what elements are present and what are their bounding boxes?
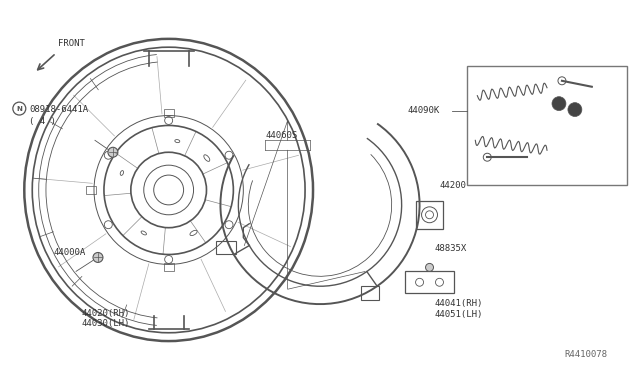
Circle shape — [164, 256, 173, 263]
Bar — [467, 66, 627, 185]
Circle shape — [104, 221, 112, 229]
Circle shape — [552, 97, 566, 110]
Bar — [415, 201, 444, 229]
Text: 44041(RH)
44051(LH): 44041(RH) 44051(LH) — [435, 299, 483, 318]
Bar — [164, 109, 173, 116]
Bar — [404, 271, 454, 293]
Text: 44200: 44200 — [440, 181, 467, 190]
Circle shape — [225, 151, 233, 159]
Circle shape — [568, 103, 582, 116]
Text: 44090K: 44090K — [408, 106, 440, 115]
Circle shape — [164, 116, 173, 125]
Bar — [361, 286, 379, 300]
Circle shape — [93, 253, 103, 262]
Bar — [86, 186, 96, 194]
Text: 44060S: 44060S — [265, 131, 298, 140]
Circle shape — [104, 151, 112, 159]
Bar — [216, 241, 236, 254]
Text: 44020(RH)
44030(LH): 44020(RH) 44030(LH) — [82, 309, 130, 328]
Text: 44000A: 44000A — [53, 247, 85, 257]
Text: ( 4 ): ( 4 ) — [29, 116, 56, 125]
Circle shape — [108, 147, 118, 157]
Circle shape — [225, 221, 233, 229]
Text: FRONT: FRONT — [58, 39, 85, 48]
Bar — [164, 263, 173, 271]
Text: N: N — [17, 106, 22, 112]
Circle shape — [426, 263, 433, 271]
Text: 48835X: 48835X — [435, 244, 467, 253]
Text: R4410078: R4410078 — [564, 350, 607, 359]
Text: 08918-6441A: 08918-6441A — [29, 105, 88, 113]
